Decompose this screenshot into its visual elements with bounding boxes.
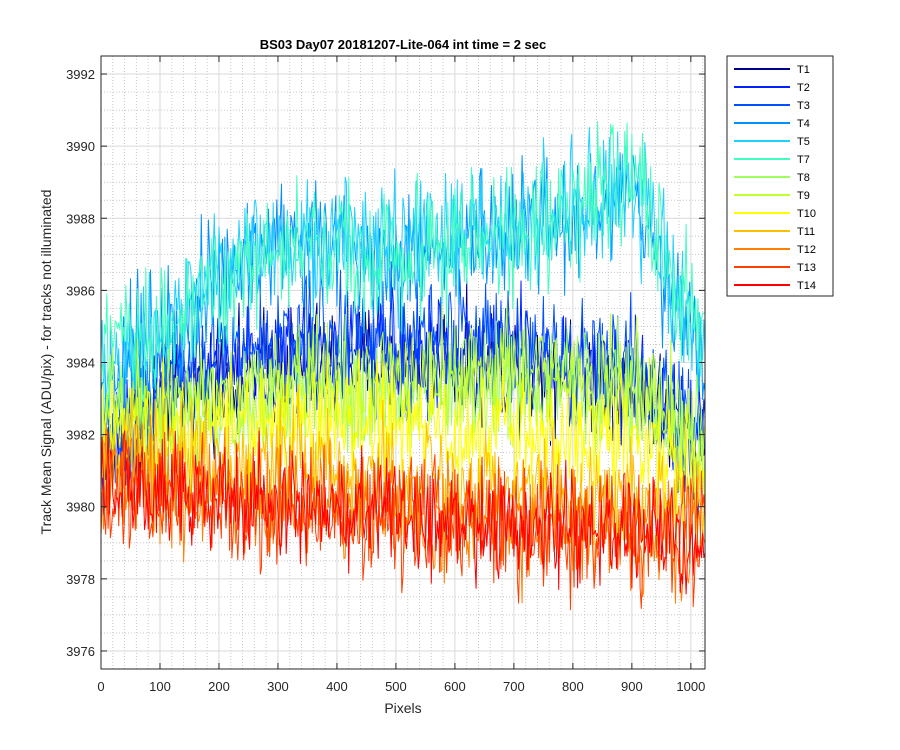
x-tick-label: 100 <box>149 679 171 694</box>
legend-item-t10[interactable]: T10 <box>734 208 816 220</box>
x-axis-tick-labels: 0 100 200 300 400 500 600 700 800 900 1000 <box>97 679 705 694</box>
x-axis-label: Pixels <box>384 700 421 716</box>
legend-item-t5[interactable]: T5 <box>734 136 810 148</box>
legend[interactable]: T1 T2 T3 T4 T5 T7 T8 T9 T10 T11 T12 T13 T14 <box>726 55 834 297</box>
legend-item-t14[interactable]: T14 <box>734 280 816 292</box>
x-tick-label: 700 <box>503 679 525 694</box>
y-tick-label: 3990 <box>66 139 95 154</box>
legend-item-t8[interactable]: T8 <box>734 172 810 184</box>
y-tick-label: 3976 <box>66 644 95 659</box>
y-axis-label: Track Mean Signal (ADU/pix) - for tracks… <box>38 190 54 535</box>
y-tick-label: 3992 <box>66 67 95 82</box>
x-tick-label: 800 <box>562 679 584 694</box>
legend-item-t7[interactable]: T7 <box>734 154 810 166</box>
series-line-t14 <box>100 430 706 595</box>
legend-item-t4[interactable]: T4 <box>734 118 810 130</box>
legend-item-t11[interactable]: T11 <box>734 226 815 238</box>
legend-item-t1[interactable]: T1 <box>734 64 810 76</box>
legend-label: T11 <box>797 226 815 238</box>
x-tick-label: 600 <box>444 679 466 694</box>
y-tick-label: 3978 <box>66 572 95 587</box>
y-tick-label: 3988 <box>66 211 95 226</box>
axis-ticks <box>100 56 705 669</box>
y-tick-label: 3986 <box>66 283 95 298</box>
legend-label: T5 <box>797 136 810 148</box>
legend-label: T8 <box>797 172 810 184</box>
x-tick-label: 0 <box>97 679 104 694</box>
legend-label: T9 <box>797 190 810 202</box>
x-tick-label: 500 <box>385 679 407 694</box>
legend-label: T4 <box>797 118 810 130</box>
legend-label: T12 <box>797 244 816 256</box>
plot-area <box>100 55 706 670</box>
y-tick-label: 3982 <box>66 428 95 443</box>
legend-label: T7 <box>797 154 810 166</box>
legend-items: T1 T2 T3 T4 T5 T7 T8 T9 T10 T11 T12 T13 T14 <box>734 64 816 292</box>
legend-item-t12[interactable]: T12 <box>734 244 816 256</box>
series-line-t9 <box>100 304 706 499</box>
legend-item-t9[interactable]: T9 <box>734 190 810 202</box>
x-tick-label: 400 <box>326 679 348 694</box>
legend-item-t2[interactable]: T2 <box>734 82 810 94</box>
x-tick-label: 300 <box>267 679 289 694</box>
y-tick-label: 3984 <box>66 356 95 371</box>
x-tick-label: 200 <box>208 679 230 694</box>
series-lines <box>100 121 706 611</box>
legend-label: T3 <box>797 100 810 112</box>
chart-title: BS03 Day07 20181207-Lite-064 int time = … <box>260 37 547 52</box>
legend-label: T10 <box>797 208 816 220</box>
legend-label: T1 <box>797 64 810 76</box>
x-tick-label: 900 <box>621 679 643 694</box>
legend-item-t3[interactable]: T3 <box>734 100 810 112</box>
legend-label: T13 <box>797 262 816 274</box>
y-axis-tick-labels: 3976 3978 3980 3982 3984 3986 3988 3990 3992 <box>66 67 95 659</box>
legend-label: T2 <box>797 82 810 94</box>
legend-label: T14 <box>797 280 816 292</box>
y-tick-label: 3980 <box>66 500 95 515</box>
x-tick-label: 1000 <box>676 679 705 694</box>
legend-item-t13[interactable]: T13 <box>734 262 816 274</box>
series-line-t7 <box>100 121 706 417</box>
